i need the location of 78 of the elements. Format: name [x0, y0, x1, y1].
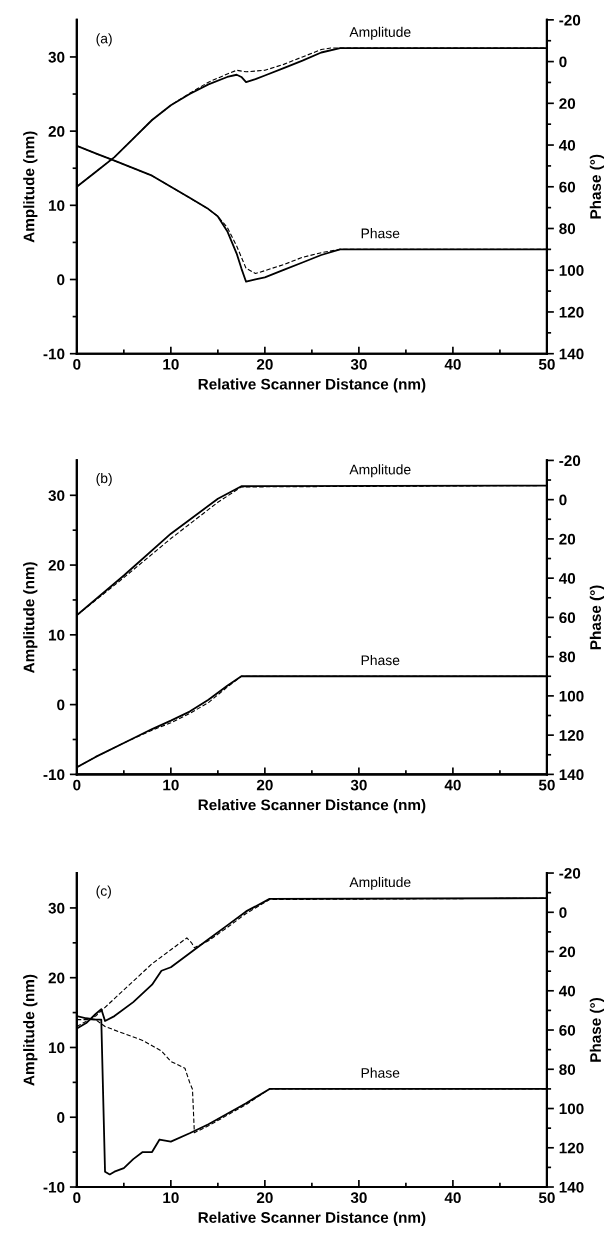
- y-tick-label: 0: [57, 699, 65, 711]
- y2-tick-label: 40: [558, 573, 576, 584]
- annotation: (c): [96, 885, 111, 899]
- x-tick-label: 50: [538, 1192, 555, 1204]
- y-tick-label: 10: [49, 200, 65, 211]
- y2-tick-label: 100: [559, 265, 584, 276]
- x-tick-label: 30: [350, 358, 367, 370]
- y-tick-label: 30: [48, 51, 65, 63]
- y2-tick-label: 40: [558, 985, 576, 997]
- x-tick-label: 0: [73, 1192, 81, 1204]
- y2-tick-label: 80: [559, 651, 576, 663]
- y2-tick-label: 120: [559, 730, 584, 741]
- x-tick-label: 10: [163, 779, 179, 791]
- y-tick-label: -10: [43, 1181, 65, 1193]
- x-tick-label: 50: [538, 779, 555, 791]
- y-tick-label: 20: [48, 972, 65, 984]
- x-tick-label: 30: [350, 1192, 367, 1204]
- y2-tick-label: 0: [559, 494, 567, 506]
- y2-tick-label: 100: [559, 690, 584, 702]
- x-tick-label: 50: [538, 358, 555, 370]
- y2-axis-title: Phase (°): [589, 154, 605, 219]
- x-tick-label: 40: [444, 779, 461, 791]
- x-axis-title: Relative Scanner Distance (nm): [198, 378, 426, 393]
- series-label: Amplitude: [349, 464, 411, 478]
- y-tick-label: -10: [43, 769, 65, 781]
- y2-tick-label: 80: [559, 1064, 576, 1075]
- x-tick-label: 20: [256, 1192, 273, 1204]
- series-label: Amplitude: [349, 876, 411, 890]
- annotation: (b): [96, 472, 112, 486]
- y2-tick-label: 0: [559, 907, 567, 918]
- y2-tick-label: 120: [559, 1142, 584, 1154]
- x-tick-label: 10: [163, 358, 179, 370]
- x-tick-label: 40: [444, 1192, 461, 1204]
- y2-axis-title: Phase (°): [589, 585, 605, 650]
- annotation: (a): [96, 33, 112, 47]
- y-tick-label: 20: [48, 559, 65, 571]
- y-tick-label: 20: [48, 126, 65, 137]
- y2-tick-label: 140: [559, 1181, 584, 1193]
- y2-tick-label: -20: [559, 867, 581, 879]
- y-axis-title: Amplitude (nm): [23, 131, 38, 243]
- series-label: Phase: [361, 654, 400, 666]
- y-tick-label: 10: [49, 629, 65, 641]
- x-axis-title: Relative Scanner Distance (nm): [198, 1211, 426, 1226]
- y2-axis-title: Phase (°): [589, 998, 605, 1062]
- y2-tick-label: 20: [559, 946, 576, 958]
- y2-tick-label: -20: [559, 14, 581, 26]
- y2-tick-label: 60: [559, 181, 576, 193]
- y2-tick-label: -20: [559, 455, 581, 467]
- y2-tick-label: 0: [559, 56, 567, 68]
- y-axis-title: Amplitude (nm): [23, 562, 38, 674]
- x-tick-label: 40: [444, 358, 461, 370]
- y2-tick-label: 140: [559, 769, 584, 781]
- x-tick-label: 30: [350, 779, 367, 791]
- y2-tick-label: 80: [559, 223, 576, 235]
- y2-tick-label: 140: [559, 348, 584, 360]
- y2-tick-label: 20: [559, 533, 576, 545]
- series-label: Phase: [361, 228, 400, 239]
- series-label: Phase: [361, 1067, 400, 1078]
- y2-tick-label: 100: [559, 1103, 584, 1115]
- x-tick-label: 0: [73, 779, 81, 791]
- x-tick-label: 0: [73, 358, 81, 370]
- y2-tick-label: 60: [559, 1024, 576, 1036]
- x-tick-label: 20: [256, 779, 273, 791]
- y-axis-title: Amplitude (nm): [23, 974, 38, 1086]
- x-tick-label: 20: [256, 358, 273, 370]
- y-tick-label: 0: [57, 274, 65, 286]
- y-tick-label: 30: [48, 490, 65, 501]
- y-tick-label: 30: [48, 902, 65, 914]
- y2-tick-label: 120: [559, 306, 584, 318]
- y-tick-label: 0: [57, 1112, 65, 1123]
- y2-tick-label: 40: [558, 139, 576, 151]
- series-label: Amplitude: [349, 26, 411, 40]
- y-tick-label: 10: [49, 1042, 65, 1054]
- x-axis-title: Relative Scanner Distance (nm): [198, 799, 426, 814]
- y2-tick-label: 60: [559, 612, 576, 624]
- x-tick-label: 10: [163, 1192, 179, 1204]
- y2-tick-label: 20: [559, 98, 576, 109]
- y-tick-label: -10: [43, 348, 65, 360]
